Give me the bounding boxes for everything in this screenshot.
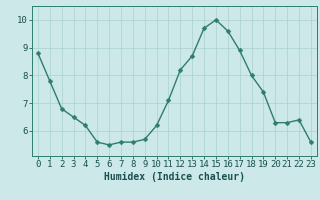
X-axis label: Humidex (Indice chaleur): Humidex (Indice chaleur) <box>104 172 245 182</box>
